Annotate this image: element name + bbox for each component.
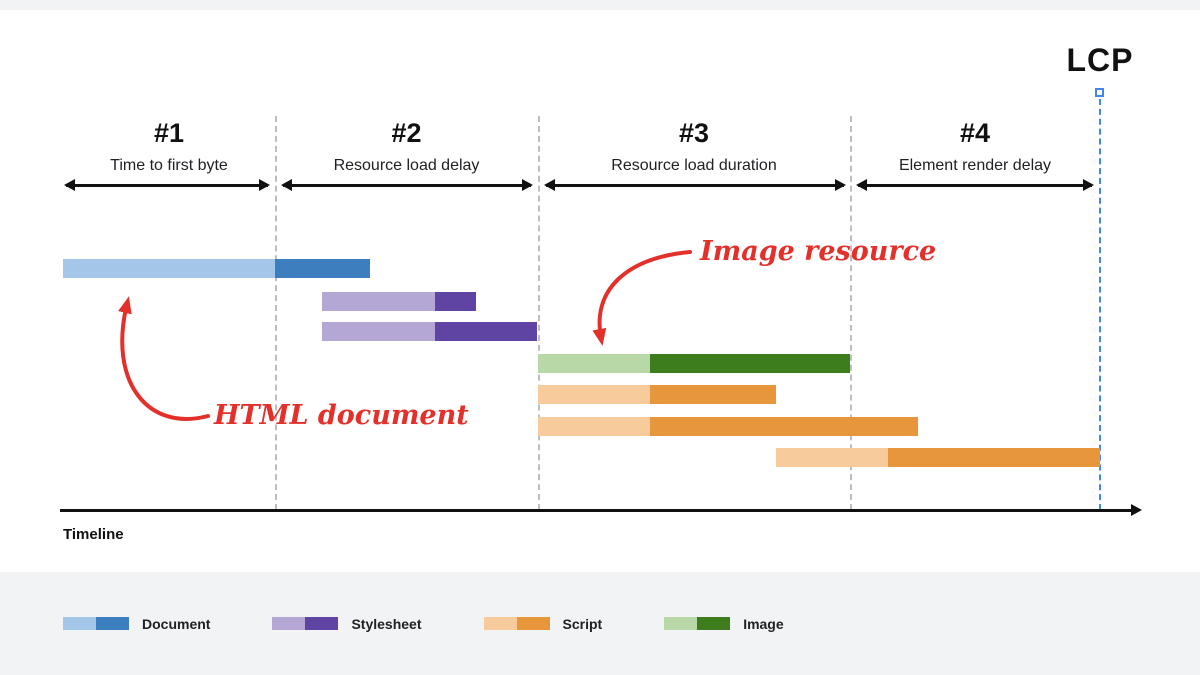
phase-divider-2 (538, 116, 540, 510)
legend-label: Document (142, 615, 211, 632)
phase-span-arrow-2 (281, 179, 533, 191)
lcp-marker-square (1095, 88, 1104, 97)
script-swatch (483, 617, 550, 630)
timeline-axis (60, 504, 1142, 516)
script-bar-dark-segment (650, 385, 776, 404)
legend-item-script: Script (483, 615, 603, 632)
document-swatch (63, 617, 129, 630)
phase-label: Time to first byte (110, 157, 228, 174)
phase-header-4: #4 Element render delay (856, 118, 1094, 175)
phase-header-2: #2 Resource load delay (281, 118, 532, 175)
phase-number: #2 (391, 118, 422, 148)
stylesheet-bar-1 (322, 292, 476, 311)
legend-item-stylesheet: Stylesheet (272, 615, 422, 632)
phase-number: #3 (678, 118, 710, 148)
script-bar-3 (776, 448, 1100, 467)
stylesheet-light-swatch (272, 617, 306, 630)
script-dark-swatch (516, 617, 550, 630)
script-bar-1 (538, 385, 776, 404)
stylesheet-bar-dark-segment (435, 292, 476, 311)
legend-label: Script (562, 615, 603, 632)
phase-span-arrow-4 (856, 179, 1094, 191)
lcp-dashed-line (1099, 99, 1101, 510)
html-document-arrow (118, 296, 210, 421)
stylesheet-bar-light-segment (322, 322, 435, 341)
phase-span-arrow-1 (64, 179, 270, 191)
lcp-label: LCP (1066, 42, 1134, 78)
phase-label: Element render delay (898, 157, 1052, 174)
image-light-swatch (664, 617, 698, 630)
document-dark-swatch (96, 617, 129, 630)
html-document-annotation: HTML document (214, 400, 469, 431)
script-light-swatch (483, 617, 517, 630)
top-strip (0, 0, 1200, 10)
legend: Document Stylesheet Script Image (0, 572, 1200, 675)
phase-label: Resource load duration (611, 157, 777, 174)
stylesheet-bar-light-segment (322, 292, 435, 311)
legend-item-image: Image (664, 615, 784, 632)
document-light-swatch (63, 617, 96, 630)
stylesheet-swatch (272, 617, 339, 630)
legend-label: Image (743, 615, 784, 632)
stylesheet-dark-swatch (305, 617, 339, 630)
timeline-label: Timeline (63, 526, 124, 543)
phase-number: #4 (959, 118, 991, 148)
document-bar-dark-segment (275, 259, 370, 278)
document-bar-light-segment (63, 259, 275, 278)
script-bar-dark-segment (650, 417, 918, 436)
phase-span-arrow-3 (544, 179, 846, 191)
image-bar-dark-segment (650, 354, 850, 373)
document-bar (63, 259, 370, 278)
phase-label: Resource load delay (333, 157, 480, 174)
phase-number: #1 (153, 118, 185, 148)
legend-label: Stylesheet (351, 615, 422, 632)
image-swatch (664, 617, 731, 630)
script-bar-2 (538, 417, 918, 436)
phase-divider-3 (850, 116, 852, 510)
script-bar-light-segment (538, 385, 650, 404)
script-bar-light-segment (776, 448, 888, 467)
script-bar-light-segment (538, 417, 650, 436)
phase-header-1: #1 Time to first byte (63, 118, 275, 175)
image-bar-light-segment (538, 354, 650, 373)
stylesheet-bar-2 (322, 322, 537, 341)
image-dark-swatch (697, 617, 731, 630)
phase-divider-1 (275, 116, 277, 510)
legend-item-document: Document (63, 616, 210, 632)
image-bar (538, 354, 850, 373)
stylesheet-bar-dark-segment (435, 322, 537, 341)
phase-header-3: #3 Resource load duration (544, 118, 844, 175)
image-resource-arrow (592, 250, 692, 346)
script-bar-dark-segment (888, 448, 1100, 467)
image-resource-annotation: Image resource (700, 236, 937, 267)
